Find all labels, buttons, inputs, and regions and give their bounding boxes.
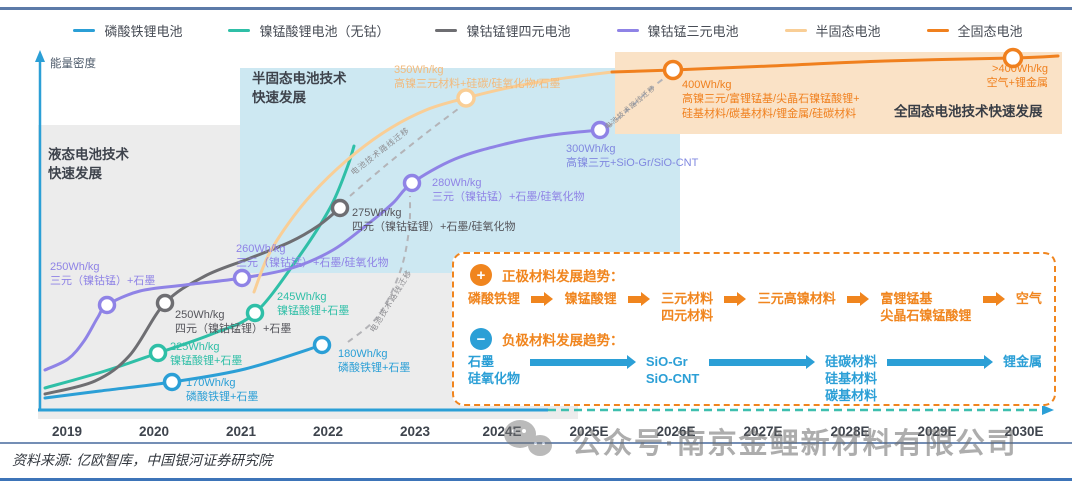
- legend-item: 半固态电池: [784, 21, 881, 40]
- x-tick-label: 2029E: [917, 424, 957, 439]
- x-tick-label: 2028E: [830, 424, 870, 439]
- data-point-marker: [245, 303, 265, 323]
- anode-steps: 石墨 硅氧化物 SiO-Gr SiO-CNT 硅碳材料 硅基材料 碳基材料 锂金属: [468, 354, 1042, 405]
- migration-dashed-path: [347, 195, 412, 343]
- flow-arrow-icon: [887, 355, 993, 371]
- flow-arrow-icon: [724, 292, 747, 308]
- flow-arrow-icon: [982, 292, 1005, 308]
- legend-item-label: 半固态电池: [815, 24, 881, 39]
- source-note: 资料来源: 亿欧智库，中国银河证券研究院: [12, 454, 273, 469]
- data-point-marker: [330, 198, 350, 218]
- flow-step: 三元材料 四元材料: [661, 291, 714, 323]
- legend-swatch: [435, 28, 458, 33]
- flow-step: 磷酸铁锂: [468, 291, 521, 306]
- legend-swatch: [73, 28, 96, 33]
- flow-step: 空气: [1015, 291, 1042, 306]
- legend-item-label: 磷酸铁锂电池: [104, 24, 183, 39]
- flow-step: 三元高镍材料: [757, 291, 836, 306]
- legend-item-label: 全固态电池: [957, 24, 1023, 39]
- anode-trend-title-row: − 负极材料发展趋势：: [470, 328, 624, 350]
- legend-item: 全固态电池: [926, 21, 1023, 40]
- flow-step: 石墨 硅氧化物: [468, 354, 521, 386]
- legend-item: 磷酸铁锂电池: [73, 21, 182, 40]
- region-label-all-solid: 全固态电池技术快速发展: [894, 104, 1043, 119]
- legend-swatch: [228, 28, 251, 33]
- y-axis-arrow-icon: [35, 50, 45, 62]
- legend-item-label: 镍钴锰三元电池: [647, 24, 739, 39]
- plus-icon: +: [470, 264, 492, 286]
- flow-step: 镍锰酸锂: [564, 291, 617, 306]
- x-axis-arrow-icon: [1042, 405, 1054, 415]
- x-tick-label: 2025E: [569, 424, 609, 439]
- series-line-3: [43, 128, 602, 372]
- series-line-0: [43, 343, 324, 400]
- flow-step: 硅碳材料 硅基材料 碳基材料: [825, 354, 878, 403]
- cathode-trend-title: 正极材料发展趋势：: [502, 269, 624, 284]
- x-tick-label: 2019: [51, 424, 83, 439]
- anode-trend-title: 负极材料发展趋势：: [502, 333, 624, 348]
- legend-item: 镍钴锰锂四元电池: [435, 21, 571, 40]
- minus-icon: −: [470, 328, 492, 350]
- legend-swatch: [784, 28, 807, 33]
- migration-dashed-path: [607, 78, 664, 128]
- x-tick-label: 2022: [312, 424, 344, 439]
- data-point-marker: [148, 343, 168, 363]
- legend-swatch: [616, 28, 639, 33]
- legend-item: 镍钴锰三元电池: [616, 21, 739, 40]
- x-tick-label: 2026E: [656, 424, 696, 439]
- data-point-marker: [402, 173, 422, 193]
- data-point-marker: [312, 335, 332, 355]
- data-point-marker: [162, 372, 182, 392]
- materials-trend-box: + 正极材料发展趋势： 磷酸铁锂 镍锰酸锂 三元材料 四元材料 三元高镍材料 富锂锰基 …: [452, 252, 1056, 406]
- flow-arrow-icon: [531, 292, 554, 308]
- series-line-2: [43, 206, 342, 396]
- flow-arrow-icon: [847, 292, 870, 308]
- legend-swatch: [926, 28, 949, 33]
- data-point-marker: [662, 59, 684, 81]
- top-rule: [0, 7, 1072, 10]
- region-label-semi-solid: 半固态电池技术 快速发展: [252, 71, 347, 105]
- data-point-marker: [155, 293, 175, 313]
- x-tick-label: 2027E: [743, 424, 783, 439]
- x-tick-label: 2023: [399, 424, 431, 439]
- data-point-marker: [456, 88, 476, 108]
- legend: 磷酸铁锂电池 镍锰酸锂电池（无钴） 镍钴锰锂四元电池 镍钴锰三元电池 半固态电池 全固态电…: [40, 21, 1056, 40]
- data-point-marker: [97, 295, 117, 315]
- flow-step: 富锂锰基 尖晶石镍锰酸锂: [880, 291, 972, 323]
- x-tick-label: 2030E: [1004, 424, 1044, 439]
- bottom-rule: [0, 478, 1072, 481]
- x-tick-label: 2021: [225, 424, 257, 439]
- legend-item: 镍锰酸锂电池（无钴）: [228, 21, 389, 40]
- data-point-marker: [590, 120, 610, 140]
- migration-dashed-path: [349, 108, 459, 197]
- legend-item-label: 镍锰酸锂电池（无钴）: [259, 24, 390, 39]
- cathode-steps: 磷酸铁锂 镍锰酸锂 三元材料 四元材料 三元高镍材料 富锂锰基 尖晶石镍锰酸锂 空气: [468, 291, 1042, 325]
- flow-arrow-icon: [627, 292, 650, 308]
- flow-step: SiO-Gr SiO-CNT: [645, 354, 700, 386]
- y-axis-label: 能量密度: [50, 58, 96, 70]
- series-line-4: [252, 70, 614, 294]
- data-point-marker: [1002, 47, 1024, 69]
- flow-arrow-icon: [530, 355, 636, 371]
- legend-item-label: 镍钴锰锂四元电池: [466, 24, 571, 39]
- flow-arrow-icon: [709, 355, 816, 371]
- data-point-marker: [232, 268, 252, 288]
- region-all-solid-battery: [615, 52, 1062, 134]
- region-label-liquid: 液态电池技术 快速发展: [48, 147, 129, 181]
- flow-step: 锂金属: [1002, 354, 1042, 369]
- x-tick-label: 2020: [138, 424, 170, 439]
- cathode-trend-title-row: + 正极材料发展趋势：: [470, 264, 624, 286]
